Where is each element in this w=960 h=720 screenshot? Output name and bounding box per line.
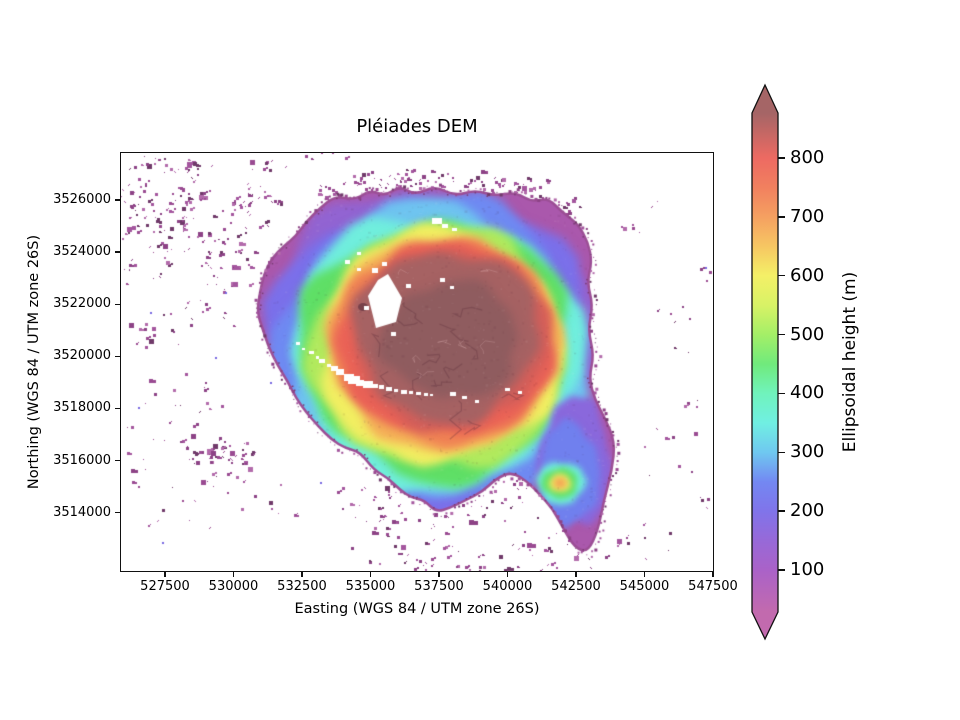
- colorbar-tick-mark: [778, 451, 785, 453]
- x-tick-label: 537500: [414, 579, 464, 594]
- colorbar-tick-mark: [778, 216, 785, 218]
- colorbar-tick-mark: [778, 157, 785, 159]
- y-tick-mark: [114, 303, 120, 305]
- x-tick-label: 547500: [688, 579, 738, 594]
- colorbar-gradient: [751, 83, 779, 641]
- x-tick-mark: [643, 572, 646, 577]
- y-tick-mark: [114, 251, 120, 253]
- colorbar-tick-mark: [778, 569, 785, 571]
- colorbar-tick-label: 700: [790, 205, 825, 227]
- colorbar-tick-mark: [778, 333, 785, 336]
- x-tick-label: 535000: [345, 579, 396, 594]
- x-tick-label: 542500: [551, 579, 601, 594]
- colorbar-tick-label: 400: [790, 382, 825, 404]
- y-tick-label: 3518000: [53, 400, 111, 416]
- y-tick-mark: [114, 459, 120, 462]
- colorbar-tick-label: 200: [790, 500, 825, 522]
- x-tick-mark: [301, 572, 303, 577]
- colorbar-tick-mark: [778, 392, 785, 395]
- y-tick-label: 3514000: [53, 504, 111, 520]
- colorbar: [751, 83, 779, 641]
- y-tick-mark: [114, 355, 120, 357]
- x-tick-mark: [575, 572, 577, 577]
- y-tick-label: 3520000: [53, 348, 111, 364]
- colorbar-tick-mark: [778, 275, 785, 277]
- x-tick-mark: [438, 572, 440, 577]
- x-tick-label: 540000: [482, 579, 533, 594]
- colorbar-tick-label: 100: [790, 559, 825, 580]
- x-tick-mark: [164, 572, 166, 577]
- y-tick-label: 3522000: [53, 296, 111, 312]
- x-tick-mark: [369, 572, 372, 577]
- x-axis-label: Easting (WGS 84 / UTM zone 26S): [294, 601, 540, 617]
- y-tick-label: 3516000: [53, 452, 111, 468]
- colorbar-tick-label: 500: [790, 323, 825, 345]
- y-tick-mark: [114, 199, 120, 201]
- x-tick-label: 530000: [208, 579, 259, 594]
- x-tick-label: 532500: [277, 579, 327, 594]
- x-tick-mark: [232, 572, 235, 577]
- x-tick-label: 545000: [619, 579, 670, 594]
- colorbar-tick-label: 800: [790, 147, 825, 168]
- x-tick-mark: [712, 572, 714, 577]
- y-tick-mark: [114, 511, 120, 514]
- x-tick-mark: [506, 572, 509, 577]
- y-tick-label: 3524000: [53, 244, 111, 260]
- y-tick-mark: [114, 407, 120, 410]
- x-tick-label: 527500: [140, 579, 190, 594]
- colorbar-tick-label: 300: [790, 441, 825, 463]
- y-tick-label: 3526000: [53, 192, 111, 207]
- colorbar-tick-mark: [778, 510, 785, 512]
- plot-title: Pléiades DEM: [356, 116, 478, 137]
- colorbar-tick-label: 600: [790, 264, 825, 286]
- dem-map-canvas: [120, 152, 714, 572]
